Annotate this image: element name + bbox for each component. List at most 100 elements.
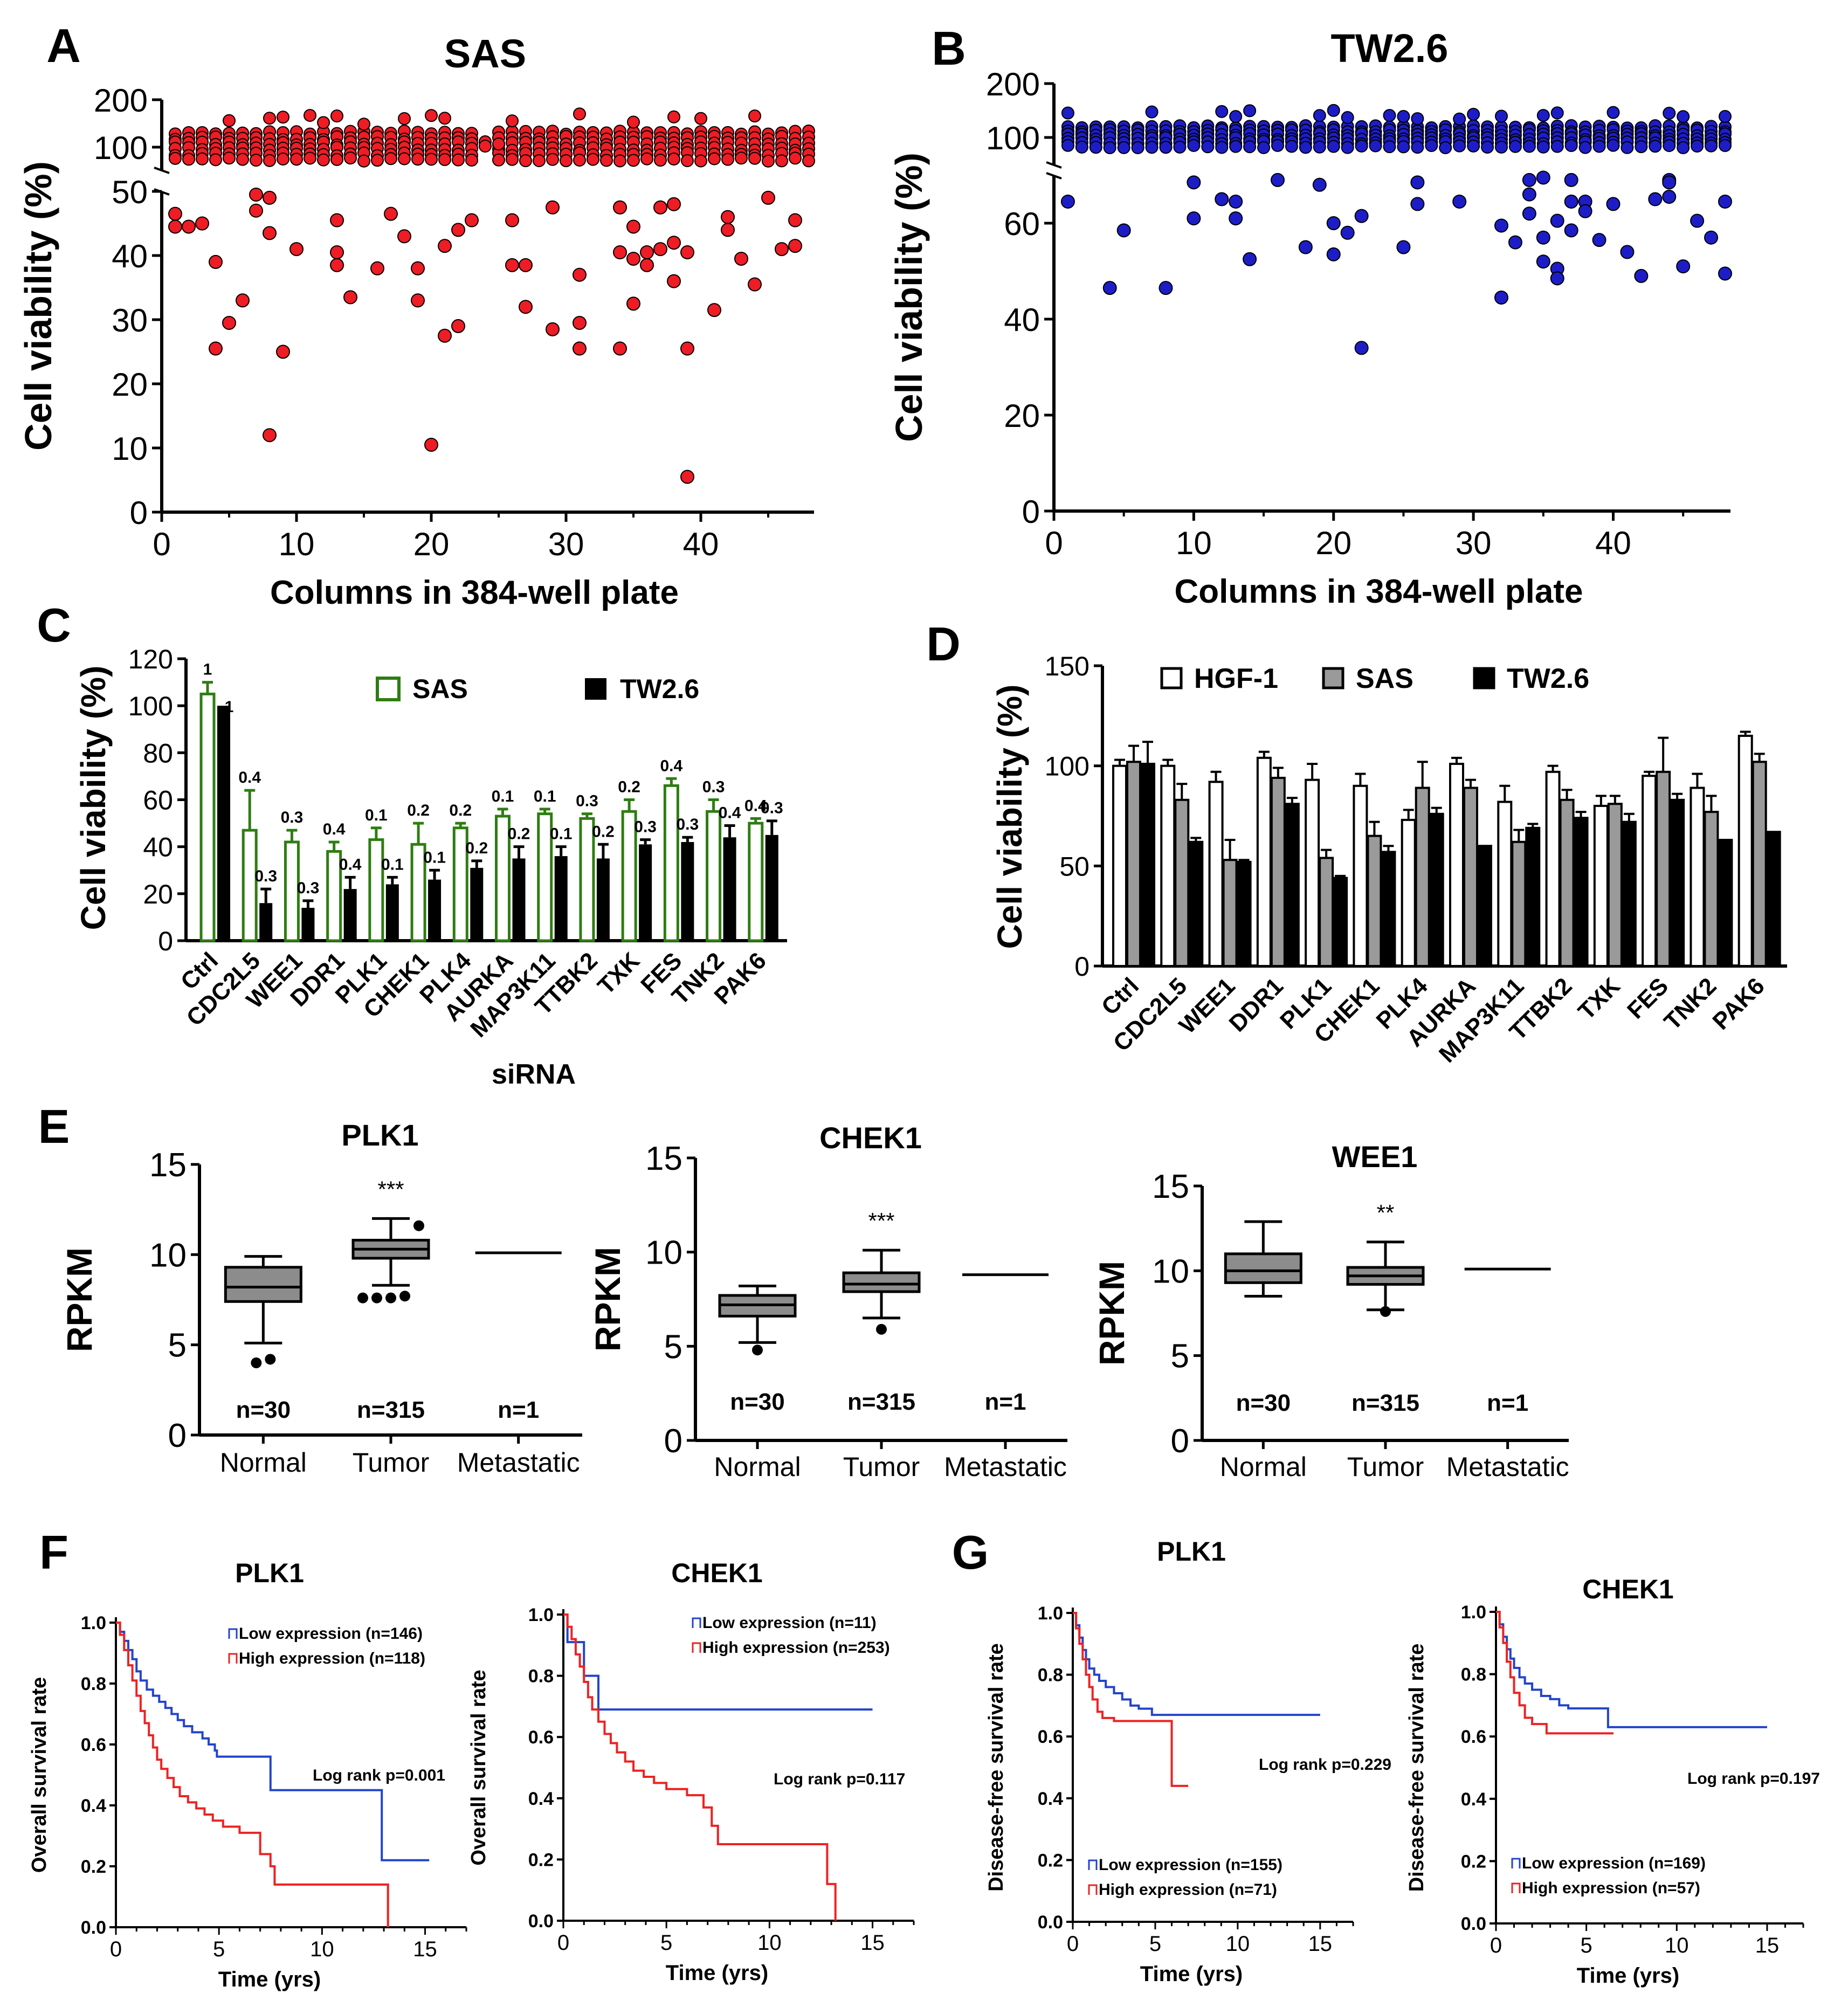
y-tick-label: 1.0 [1461,1602,1486,1623]
annotation: Log rank p=0.117 [774,1770,905,1788]
data-label-sas: 0.1 [365,806,388,824]
category-label: TNK2 [1659,972,1722,1035]
bar-hgf1 [1256,756,1272,968]
y-tick-label: 0 [664,1423,682,1460]
x-axis-label: Time (yrs) [1577,1964,1679,1988]
data-point-band [1257,141,1271,154]
panel-label: E [38,1100,70,1153]
data-point [721,210,735,224]
data-label-tw26: 0.1 [381,856,404,873]
y-tick-label: 80 [143,738,173,768]
data-point-band [1075,140,1088,154]
y-tick-label: 0.6 [81,1735,106,1755]
x-tick-label: 10 [1176,525,1212,561]
data-point [721,223,735,237]
data-point-band [1159,141,1173,154]
y-axis-label: RPKM [1092,1261,1132,1365]
data-point-band [1341,111,1354,125]
bar-tw26 [301,907,315,941]
y-tick-label: 1.0 [81,1613,106,1633]
y-tick-label: 5 [664,1328,682,1365]
data-label-sas: 0.2 [618,778,640,796]
y-tick-label: 0.0 [1038,1912,1063,1933]
data-label-tw26: 0.3 [761,799,783,817]
data-point-band [613,154,626,168]
bar-tw26 [217,706,230,941]
data-point [1676,259,1691,274]
data-point [168,206,182,221]
data-point [505,258,519,272]
x-axis-label: Time (yrs) [666,1961,768,1985]
data-point-band [546,153,559,166]
data-point-band [1663,139,1676,153]
data-point-band [1635,140,1648,154]
annotation: Log rank p=0.001 [313,1767,445,1784]
data-point [519,258,533,272]
y-axis-label: Cell viability (%) [888,153,930,442]
x-tick-label: 20 [1315,525,1351,561]
x-axis-label: Time (yrs) [218,1968,321,1991]
data-point [1522,206,1536,221]
data-point-band [425,153,438,166]
data-point-band [1243,104,1257,118]
data-point-band [708,152,721,165]
survival-curve-high [1073,1612,1189,1787]
data-point [1326,216,1341,230]
y-tick-label: 60 [143,785,173,816]
data-point [438,239,452,253]
category-label: WEE1 [1174,972,1240,1039]
bar-tw26 [428,879,442,941]
x-tick-label: 15 [1308,1932,1333,1956]
outlier-point [399,1291,410,1302]
y-tick-label: 0 [158,926,173,956]
x-tick-label: 30 [548,526,584,562]
data-point-band [1592,140,1606,153]
data-point-band [748,109,761,123]
y-tick-label: 0.8 [528,1666,554,1687]
legend-swatch [1511,1882,1521,1893]
data-point [1704,230,1719,245]
data-point-band [1453,112,1466,126]
legend-label: HGF-1 [1194,663,1278,694]
data-label-tw26: 0.4 [719,804,741,822]
bar-tw26 [1573,817,1589,968]
data-point-band [627,115,640,129]
data-point-band [371,154,384,167]
legend-label: High expression (n=118) [239,1650,425,1667]
bar-sas [1270,776,1286,967]
bar-tw26 [1381,851,1396,967]
y-axis-label: RPKM [59,1247,99,1352]
data-point [653,242,667,257]
y-axis-label: Disease-free survival rate [1405,1644,1428,1892]
data-point-band [317,116,330,129]
data-point-band [802,154,815,168]
legend-label-sas: SAS [412,674,468,704]
data-point-band [654,154,667,167]
y-tick-label: 0.6 [1461,1727,1486,1747]
y-tick-label: 0.0 [1461,1914,1486,1934]
data-point [1690,213,1705,228]
data-point [263,190,277,205]
bar-sas [1704,811,1719,968]
data-label-tw26: 1 [225,698,234,716]
bar-sas [1607,803,1623,967]
y-tick-label: 30 [112,302,148,339]
outlier-point [357,1292,368,1303]
data-point [748,277,762,292]
significance-marker: *** [868,1208,894,1233]
bar-tw26 [596,858,610,941]
y-tick-label: 0.8 [1038,1665,1063,1686]
y-tick-label: 150 [1045,651,1090,681]
data-point [667,236,681,250]
data-point-band [479,140,492,153]
data-point [1452,194,1467,209]
x-tick-label: 15 [860,1931,885,1955]
n-label: n=315 [1351,1390,1419,1416]
data-point [613,341,627,356]
n-label: n=315 [847,1389,915,1415]
data-point [1340,225,1355,240]
bar-sas [1463,787,1478,967]
data-point [1718,194,1732,209]
bar-sas [621,810,637,942]
data-point [330,245,344,260]
